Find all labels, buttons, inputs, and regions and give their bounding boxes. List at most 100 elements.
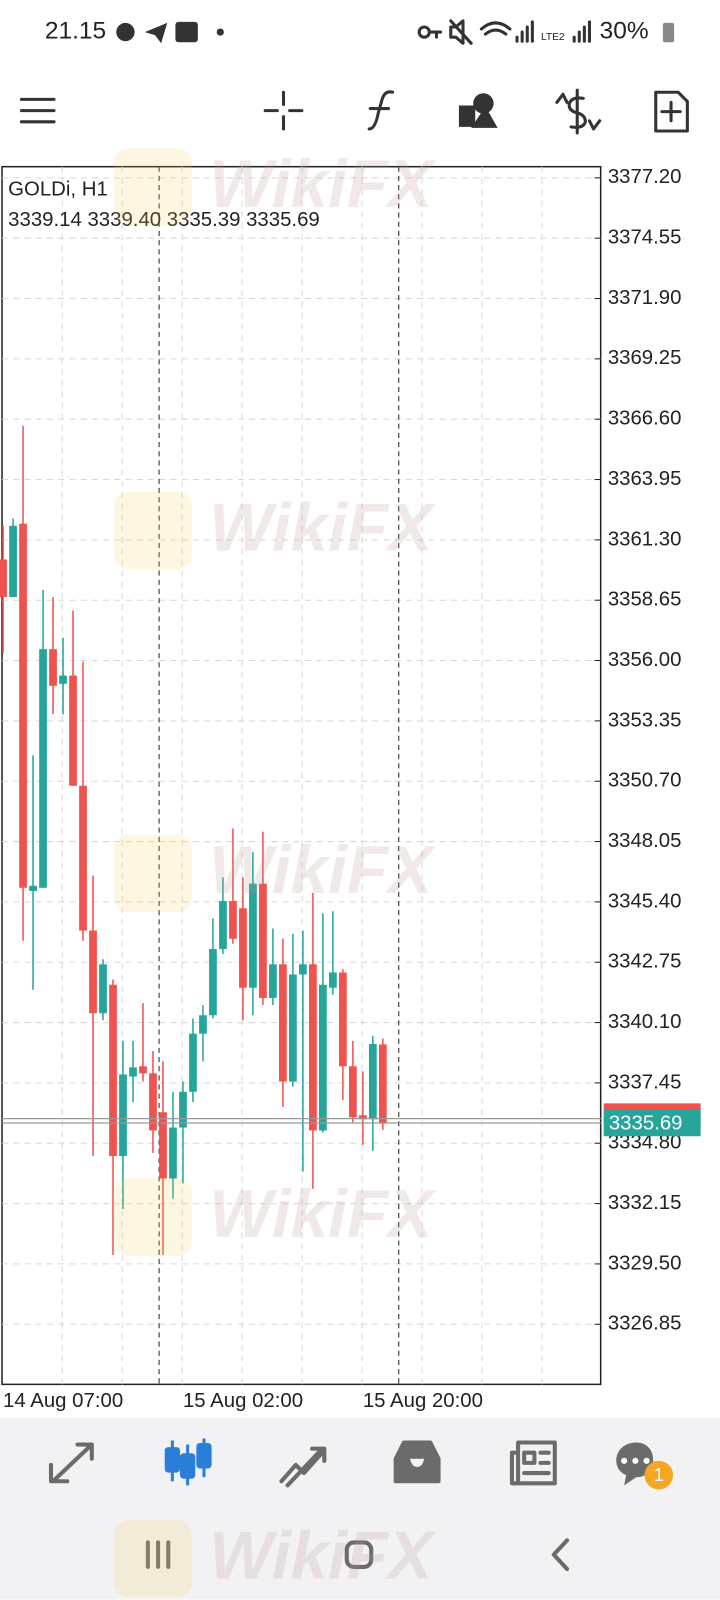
chart: GOLDi, H1 3339.14 3339.40 3335.39 3335.6…	[0, 165, 701, 1412]
status-icons	[417, 19, 591, 45]
y-tick-label: 3340.10	[608, 1011, 682, 1033]
y-tick-label: 3345.40	[608, 890, 682, 912]
candle-body	[59, 675, 67, 684]
y-tick-label: 3332.15	[608, 1192, 682, 1214]
watermark-logo	[114, 492, 192, 570]
vertical-grid	[2, 166, 601, 1385]
y-tick-label: 3334.80	[608, 1132, 682, 1154]
candle-body	[368, 1043, 377, 1120]
y-tick-label: 3353.35	[608, 709, 682, 731]
crosshair-button[interactable]	[263, 90, 304, 131]
chart-tab[interactable]	[164, 1438, 212, 1486]
new-order-button[interactable]	[654, 90, 689, 133]
y-tick-label: 3361.30	[608, 528, 682, 550]
y-tick-label: 3356.00	[608, 649, 682, 671]
candle-body	[358, 1115, 367, 1120]
watermark-logo	[114, 1520, 192, 1598]
plot-area	[1, 165, 602, 1386]
toolbar	[19, 88, 689, 135]
watermark-text: WikiFX	[209, 491, 437, 566]
candle-body	[229, 900, 237, 939]
y-tick-label: 3371.90	[608, 287, 682, 309]
trade-button[interactable]	[555, 88, 602, 135]
network-label: LTE2	[541, 32, 565, 43]
ohlc-label: 3339.14 3339.40 3335.39 3335.69	[8, 209, 320, 231]
candle-body	[139, 1066, 147, 1074]
bid-price-box	[603, 1109, 701, 1137]
candle-body	[29, 885, 37, 891]
status-icon	[144, 22, 168, 44]
badge-count: 1	[654, 1464, 664, 1485]
chat-tab[interactable]	[616, 1442, 654, 1486]
y-tick-label: 3374.55	[608, 227, 682, 249]
candle-body	[9, 525, 17, 598]
candle-body	[338, 972, 347, 1067]
y-tick-label: 3348.05	[608, 830, 682, 852]
news-tab[interactable]	[509, 1440, 557, 1486]
quotes-tab[interactable]	[48, 1442, 94, 1484]
candle-body	[129, 1067, 137, 1077]
y-tick-label: 3363.95	[608, 468, 682, 490]
battery-icon	[662, 22, 675, 43]
candle-body	[149, 1073, 157, 1131]
status-icon	[175, 21, 198, 43]
status-dot	[216, 28, 224, 36]
candle-body	[169, 1127, 177, 1179]
candle-body	[279, 964, 287, 1082]
candle-body	[19, 523, 27, 888]
candle-body	[79, 785, 87, 931]
watermark-logo	[114, 148, 192, 226]
clock: 21.15	[45, 18, 106, 45]
y-tick-label: 3337.45	[608, 1071, 682, 1093]
candle-body	[199, 1015, 207, 1034]
indicators-button[interactable]	[367, 90, 395, 131]
y-tick-label: 3329.50	[608, 1252, 682, 1274]
y-tick-label: 3369.25	[608, 347, 682, 369]
candle-body	[109, 984, 117, 1156]
candle-body	[249, 883, 257, 988]
watermarks: WikiFX WikiFX WikiFX WikiFX WikiFX	[114, 147, 437, 1598]
candle-body	[239, 908, 247, 988]
candle-body	[69, 675, 77, 786]
watermark-logo	[114, 1178, 192, 1256]
watermark-logo	[114, 834, 192, 913]
candle-body	[0, 559, 7, 598]
candle-body	[99, 964, 107, 1014]
candle-body	[378, 1044, 387, 1123]
watermark-text: WikiFX	[209, 1519, 437, 1594]
candle-body	[209, 949, 217, 1016]
trade-tab[interactable]	[279, 1446, 327, 1488]
system-nav	[145, 1538, 570, 1571]
badge	[644, 1460, 674, 1490]
status-bar: 21.15 LTE2 30%	[45, 18, 675, 45]
objects-button[interactable]	[458, 93, 498, 128]
watermark-text: WikiFX	[209, 1177, 437, 1252]
candle-body	[259, 883, 267, 998]
candle-body	[89, 930, 97, 1014]
watermark-text: WikiFX	[209, 833, 437, 908]
y-tick-label: 3366.60	[608, 408, 682, 430]
candle-body	[159, 1112, 167, 1179]
y-tick-label: 3342.75	[608, 951, 682, 973]
candle-body	[328, 972, 337, 988]
candle-body	[269, 964, 277, 998]
symbol-label: GOLDi, H1	[8, 179, 108, 201]
y-tick-label: 3358.65	[608, 589, 682, 611]
bid-price-label: 3335.69	[609, 1112, 683, 1134]
candle-body	[39, 649, 47, 888]
candle-body	[119, 1074, 127, 1156]
candle-body	[179, 1091, 187, 1128]
candle-body	[348, 1066, 357, 1118]
candle-body	[319, 984, 327, 1131]
y-tick-label: 3350.70	[608, 770, 682, 792]
x-tick-label: 15 Aug 02:00	[183, 1390, 303, 1412]
bottom-nav: 1	[0, 1418, 720, 1600]
x-tick-label: 15 Aug 20:00	[363, 1390, 483, 1412]
battery-level: 30%	[600, 18, 649, 45]
menu-button[interactable]	[19, 97, 56, 124]
candle-body	[289, 974, 297, 1082]
history-tab[interactable]	[393, 1440, 441, 1484]
status-icon	[116, 22, 135, 42]
candle-body	[299, 964, 307, 975]
nav-background	[0, 1418, 720, 1600]
